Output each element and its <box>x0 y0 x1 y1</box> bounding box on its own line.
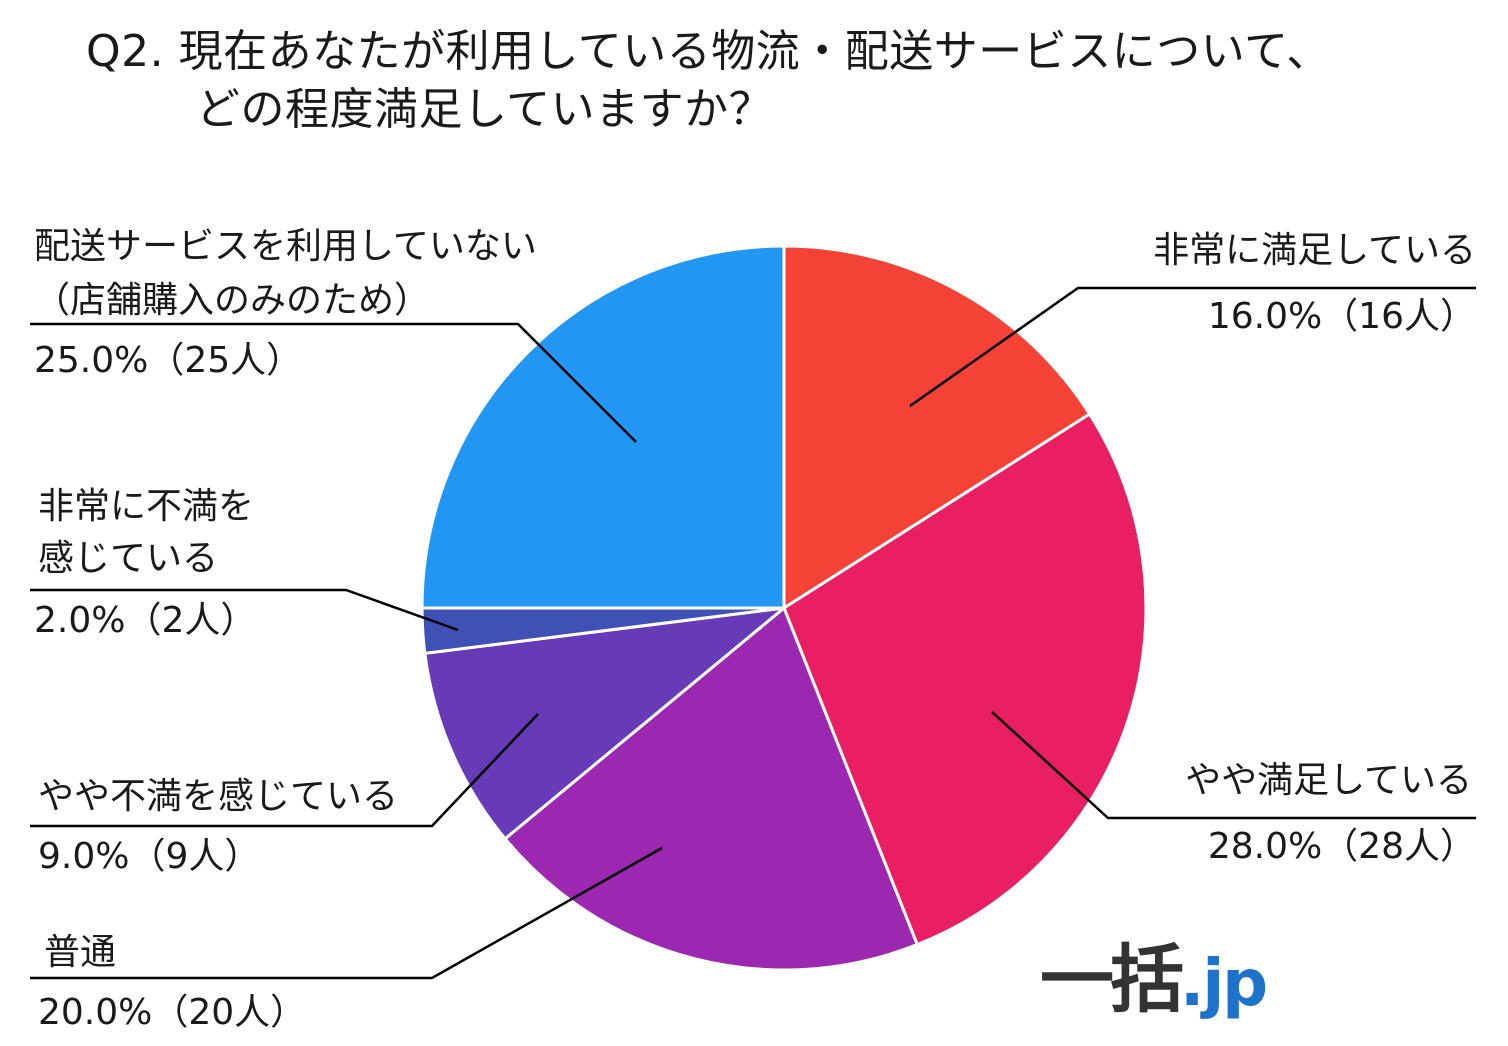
logo-suffix-text: .jp <box>1180 947 1268 1021</box>
leader-line-not-using <box>30 322 637 443</box>
pct-somewhat-dissatisfied: 9.0%（9人） <box>38 836 261 877</box>
leader-line-very-satisfied <box>909 286 1476 408</box>
brand-logo: 一括.jp <box>1040 920 1310 1023</box>
label-very-dissatisfied-line2: 感じている <box>38 538 219 579</box>
chart-title-line2: どの程度満足していますか？ <box>196 84 774 135</box>
pie-slice-somewhat-satisfied <box>782 411 1148 947</box>
label-not-using-line1: 配送サービスを利用していない <box>34 226 537 267</box>
pct-very-satisfied: 16.0%（16人） <box>1207 296 1476 337</box>
leader-line-very-dissatisfied <box>30 588 459 632</box>
pie-slice-not-using <box>420 244 786 610</box>
label-not-using-line2: （店舗購入のみのため） <box>34 280 431 321</box>
pct-somewhat-satisfied: 28.0%（28人） <box>1207 826 1476 867</box>
label-somewhat-satisfied: やや満足している <box>1185 760 1472 801</box>
pct-very-dissatisfied: 2.0%（2人） <box>34 600 257 641</box>
leader-line-somewhat-dissatisfied <box>30 713 539 828</box>
chart-title-line1: Q2. 現在あなたが利用している物流・配送サービスについて、 <box>86 26 1331 77</box>
label-very-dissatisfied-line1: 非常に不満を <box>38 486 255 527</box>
pie-slice-somewhat-dissatisfied <box>423 605 789 841</box>
pct-not-using: 25.0%（25人） <box>34 340 303 381</box>
pct-neutral: 20.0%（20人） <box>38 992 307 1033</box>
logo-main-text: 一括 <box>1040 937 1184 1023</box>
label-very-satisfied: 非常に満足している <box>1153 230 1476 271</box>
label-somewhat-dissatisfied: やや不満を感じている <box>38 776 399 817</box>
label-neutral: 普通 <box>44 932 117 973</box>
leader-line-neutral <box>30 846 663 980</box>
pie-slice-very-satisfied <box>782 244 1092 611</box>
leader-line-somewhat-satisfied <box>991 711 1476 820</box>
